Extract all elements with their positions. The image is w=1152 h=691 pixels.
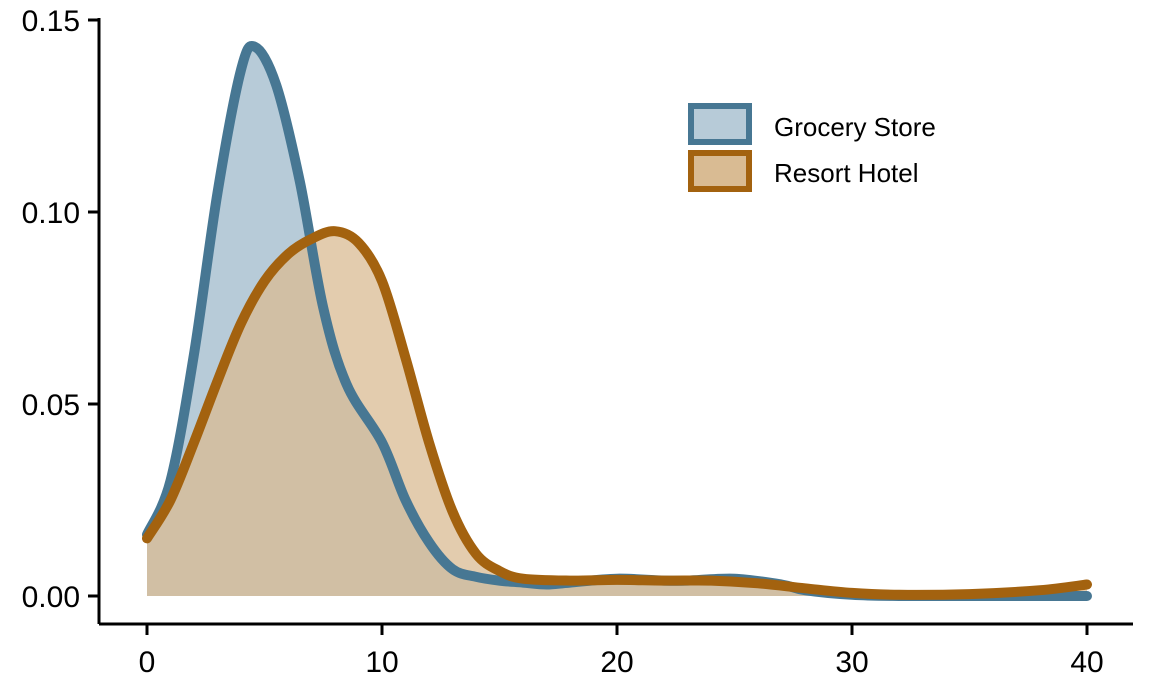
legend-label-resort-hotel: Resort Hotel bbox=[774, 158, 919, 188]
x-tick-label: 40 bbox=[1070, 646, 1103, 679]
legend-swatch-grocery-store bbox=[688, 103, 752, 145]
x-tick-label: 0 bbox=[139, 646, 156, 679]
legend-label-grocery-store: Grocery Store bbox=[774, 112, 936, 142]
y-tick-label: 0.15 bbox=[22, 5, 80, 38]
y-tick-label: 0.00 bbox=[22, 581, 80, 614]
series-line-resort-hotel bbox=[142, 226, 1092, 600]
y-tick-label: 0.10 bbox=[22, 197, 80, 230]
x-tick-label: 20 bbox=[600, 646, 633, 679]
ticks-layer: 0.00 0.05 0.10 0.15 0 10 20 30 40 bbox=[22, 5, 1104, 679]
x-tick-label: 30 bbox=[835, 646, 868, 679]
y-tick-label: 0.05 bbox=[22, 389, 80, 422]
legend: Grocery Store Resort Hotel bbox=[688, 103, 936, 192]
x-tick-label: 10 bbox=[365, 646, 398, 679]
series-area-resort-hotel bbox=[147, 231, 1087, 596]
legend-item-grocery-store: Grocery Store bbox=[688, 103, 936, 145]
series-layer bbox=[142, 41, 1092, 602]
legend-swatch-resort-hotel bbox=[688, 150, 752, 192]
legend-item-resort-hotel: Resort Hotel bbox=[688, 150, 919, 192]
